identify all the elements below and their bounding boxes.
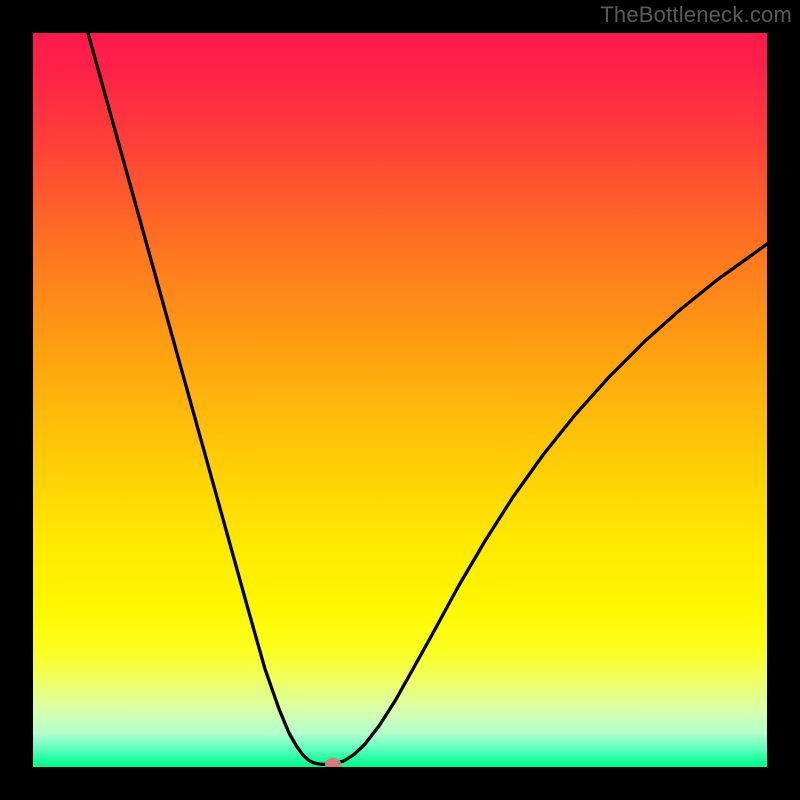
watermark-text: TheBottleneck.com xyxy=(600,2,792,28)
chart-frame: TheBottleneck.com xyxy=(0,0,800,800)
plot-area xyxy=(33,33,767,767)
chart-svg xyxy=(33,33,767,767)
chart-background xyxy=(33,33,767,767)
